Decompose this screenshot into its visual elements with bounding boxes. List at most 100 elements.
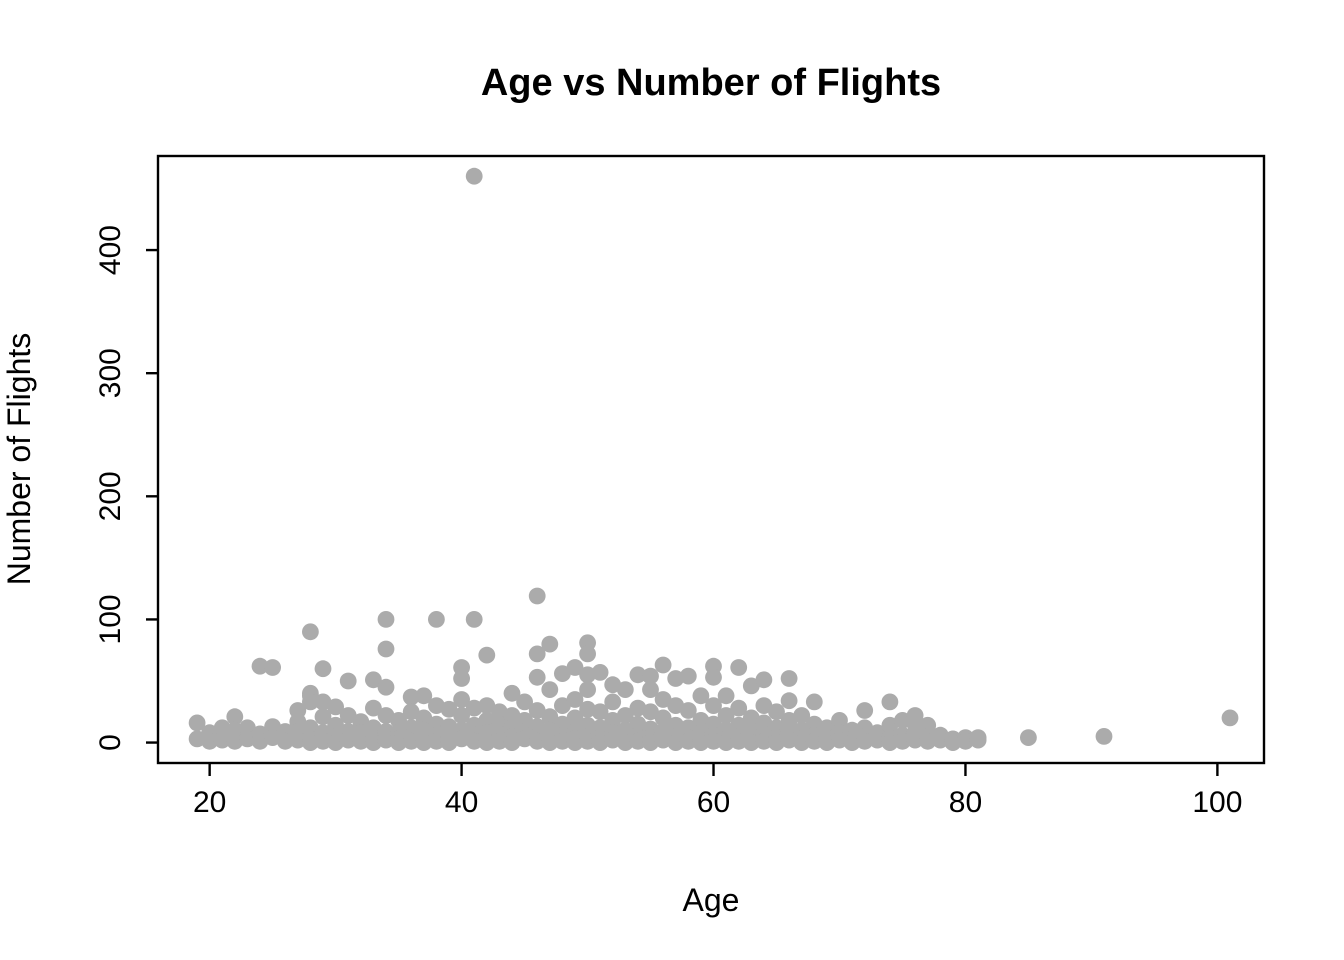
data-point [604, 693, 622, 711]
data-point [679, 702, 697, 719]
data-point [528, 702, 546, 719]
data-point [843, 734, 861, 751]
data-point [579, 700, 596, 718]
data-point [1020, 729, 1037, 746]
data-point [654, 709, 672, 727]
x-tick-label: 60 [697, 786, 730, 819]
data-point [856, 732, 874, 750]
data-point [302, 734, 319, 751]
data-point [616, 707, 634, 724]
data-point [969, 731, 987, 749]
data-point [919, 732, 937, 750]
data-point [591, 703, 609, 721]
data-point [402, 703, 420, 721]
data-point [440, 700, 458, 718]
data-point [377, 731, 395, 749]
data-point [705, 697, 722, 714]
data-point [642, 703, 659, 721]
data-point [188, 730, 206, 748]
data-point [894, 732, 911, 750]
data-point [692, 687, 710, 705]
data-point [894, 712, 911, 729]
data-point [314, 660, 332, 678]
data-point [755, 671, 773, 689]
data-point [302, 693, 319, 711]
data-point [692, 712, 710, 729]
data-point [327, 734, 344, 751]
data-point [541, 681, 559, 698]
data-point [478, 646, 496, 664]
data-point [579, 666, 596, 684]
data-point [554, 697, 571, 714]
chart-title: Age vs Number of Flights [481, 62, 941, 104]
data-point [390, 712, 407, 729]
data-point [742, 709, 760, 727]
x-tick-label: 40 [445, 786, 478, 819]
data-point [516, 693, 533, 711]
data-point [188, 714, 206, 732]
data-point [453, 707, 470, 724]
data-point [554, 732, 571, 750]
data-point [667, 697, 685, 714]
data-point [314, 732, 332, 750]
data-point [239, 730, 256, 748]
data-point [390, 734, 407, 751]
data-point [264, 659, 281, 676]
data-point [365, 699, 382, 717]
data-point [629, 732, 647, 750]
data-point [428, 732, 445, 750]
data-point [339, 731, 357, 749]
data-point [440, 734, 458, 751]
x-tick-label: 80 [949, 786, 982, 819]
y-tick-label: 200 [94, 471, 127, 521]
data-point [327, 698, 344, 716]
data-point [491, 732, 508, 750]
data-point [742, 677, 760, 695]
data-point [402, 732, 420, 750]
data-point [868, 731, 886, 749]
data-point [730, 732, 748, 750]
data-point [251, 657, 269, 675]
data-point [780, 692, 798, 710]
data-point [856, 702, 874, 719]
data-point [906, 731, 924, 749]
data-point [705, 732, 722, 750]
x-tick-label: 100 [1192, 786, 1242, 819]
data-point [944, 734, 962, 751]
data-point [818, 734, 836, 751]
data-point [642, 681, 659, 698]
data-point [566, 734, 584, 751]
data-point [1095, 728, 1113, 745]
data-point [402, 688, 420, 706]
data-point [415, 709, 433, 727]
data-point [717, 734, 735, 751]
data-point [365, 734, 382, 751]
data-point [503, 684, 521, 702]
data-point [465, 732, 483, 750]
data-point [516, 730, 533, 748]
data-point [453, 670, 470, 687]
data-point [629, 699, 647, 717]
data-point [742, 734, 760, 751]
data-point [339, 672, 357, 690]
data-point [465, 699, 483, 717]
data-point [679, 732, 697, 750]
data-point [503, 734, 521, 751]
data-point [302, 623, 319, 641]
data-point [289, 731, 307, 749]
data-point [226, 732, 244, 750]
plot-box [156, 154, 1266, 765]
data-point [579, 645, 596, 663]
y-axis: 0 100 200 300 400 [94, 225, 158, 751]
data-point [339, 707, 357, 724]
data-points [188, 167, 1239, 751]
data-point [491, 703, 508, 721]
data-point [768, 734, 785, 751]
data-point [541, 635, 559, 653]
x-tick-label: 20 [193, 786, 226, 819]
data-point [679, 667, 697, 685]
data-point [478, 712, 496, 729]
data-point [566, 691, 584, 708]
data-point [528, 732, 546, 750]
